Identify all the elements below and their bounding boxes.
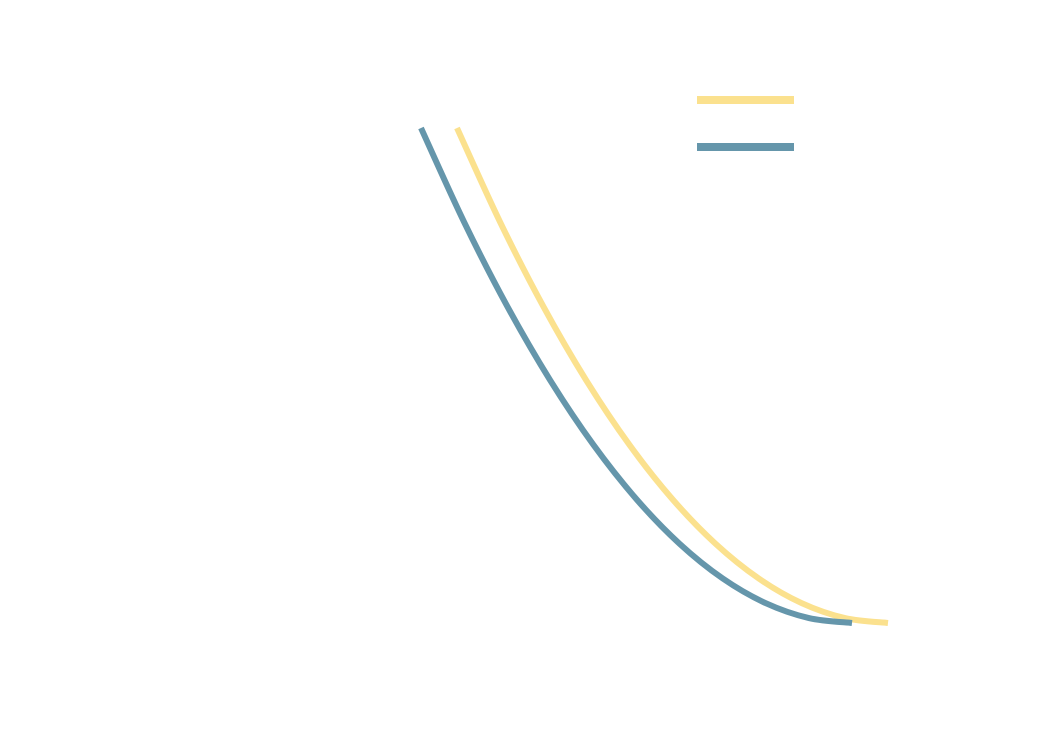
series-line-2 <box>418 126 853 626</box>
plot-area <box>418 126 889 626</box>
series-line-1 <box>454 126 889 626</box>
legend <box>697 96 794 151</box>
